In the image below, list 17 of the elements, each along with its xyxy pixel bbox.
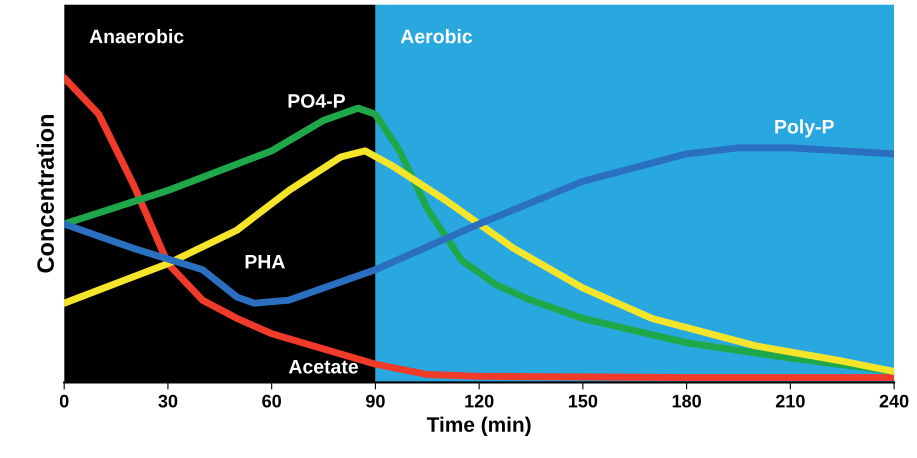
x-axis-title: Time (min) [426,416,531,436]
x-tick-label: 240 [880,394,908,408]
y-axis-title: Concentration [36,114,54,273]
x-tick-label: 30 [158,394,178,408]
x-tick-label: 120 [465,394,494,408]
x-tick-label: 90 [366,394,385,408]
series-label: PO4-P [288,94,345,108]
band-label: Aerobic [400,29,472,44]
x-tick-label: 210 [776,394,805,408]
x-tick-label: 0 [60,394,68,408]
series-label: PHA [246,255,285,268]
x-tick-label: 180 [672,394,701,408]
band-label: Anaerobic [90,29,184,44]
series-label: Poly-P [775,119,834,138]
series-label: Acetate [288,360,358,374]
x-tick-label: 150 [568,394,598,408]
x-tick-label: 60 [262,394,281,408]
